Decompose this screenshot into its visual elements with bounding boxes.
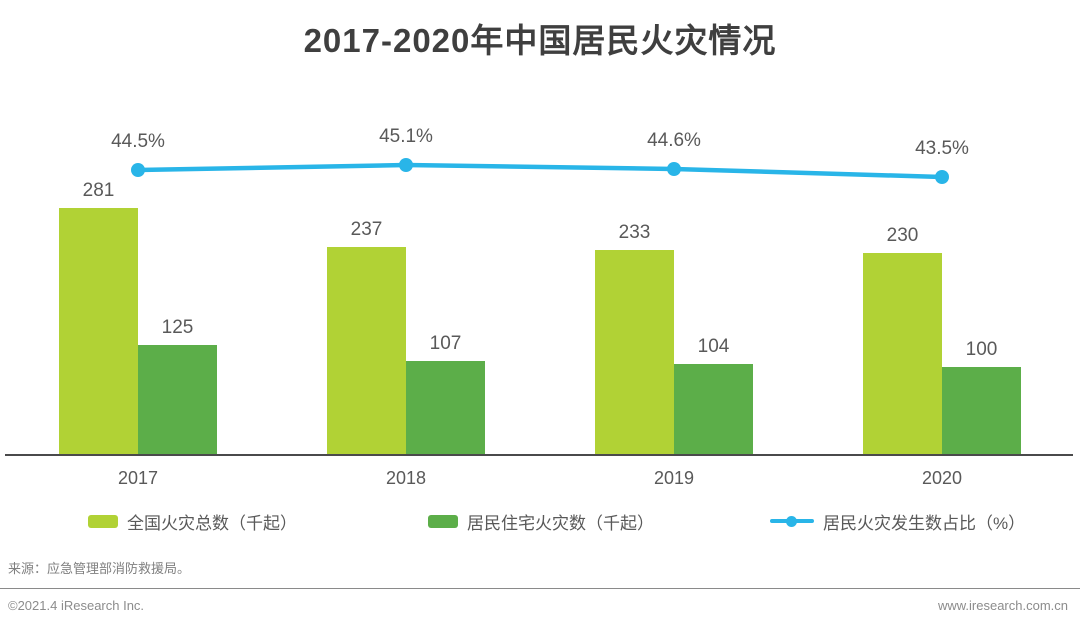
trend-line-dot-icon <box>770 515 814 528</box>
line-value-label: 44.6% <box>647 130 701 151</box>
line-value-label: 45.1% <box>379 126 433 147</box>
bar-total-2018 <box>327 247 406 455</box>
legend-label: 居民火灾发生数占比（%） <box>823 513 1026 533</box>
bar-value-label: 281 <box>82 180 115 201</box>
bar-residential-2019 <box>674 364 753 455</box>
x-tick-2019: 2019 <box>653 468 695 488</box>
bar-total-2020 <box>863 253 942 455</box>
legend-label: 全国火灾总数（千起） <box>127 513 297 533</box>
legend-item-fire-ratio: 居民火灾发生数占比（%） <box>770 508 1025 534</box>
residential-fires-swatch-icon <box>428 514 458 528</box>
trend-point-icon <box>131 163 145 177</box>
trend-point-icon <box>667 162 681 176</box>
x-axis-line <box>5 454 1073 456</box>
bar-value-label: 100 <box>965 339 998 360</box>
bar-residential-2017 <box>138 345 217 455</box>
bar-value-label: 107 <box>429 333 462 354</box>
chart-title: 2017-2020年中国居民火灾情况 <box>303 22 777 59</box>
bar-value-label: 230 <box>886 225 919 246</box>
trend-point-icon <box>399 158 413 172</box>
x-tick-2020: 2020 <box>921 468 963 488</box>
legend-item-residential-fires: 居民住宅火灾数（千起） <box>428 508 654 534</box>
bar-value-label: 233 <box>618 222 651 243</box>
bar-residential-2020 <box>942 367 1021 455</box>
footer-website: www.iresearch.com.cn <box>937 598 1068 613</box>
bar-total-2019 <box>595 250 674 455</box>
legend-label: 居民住宅火灾数（千起） <box>467 513 654 533</box>
bar-residential-2018 <box>406 361 485 455</box>
footer-divider <box>0 588 1080 589</box>
bar-total-2017 <box>59 208 138 455</box>
trend-point-icon <box>935 170 949 184</box>
trend-polyline <box>135 162 945 180</box>
x-tick-2018: 2018 <box>385 468 427 488</box>
bar-value-label: 104 <box>697 336 730 357</box>
legend: 全国火灾总数（千起） 居民住宅火灾数（千起） 居民火灾发生数占比（%） <box>0 508 1080 534</box>
line-value-label: 43.5% <box>915 138 969 159</box>
x-tick-2017: 2017 <box>117 468 159 488</box>
bar-value-label: 237 <box>350 219 383 240</box>
total-fires-swatch-icon <box>88 514 118 528</box>
source-note: 来源：应急管理部消防救援局。 <box>8 561 191 576</box>
footer-copyright: ©2021.4 iResearch Inc. <box>8 598 145 613</box>
line-value-label: 44.5% <box>111 131 165 152</box>
bar-value-label: 125 <box>161 317 194 338</box>
legend-item-total-fires: 全国火灾总数（千起） <box>88 508 297 534</box>
